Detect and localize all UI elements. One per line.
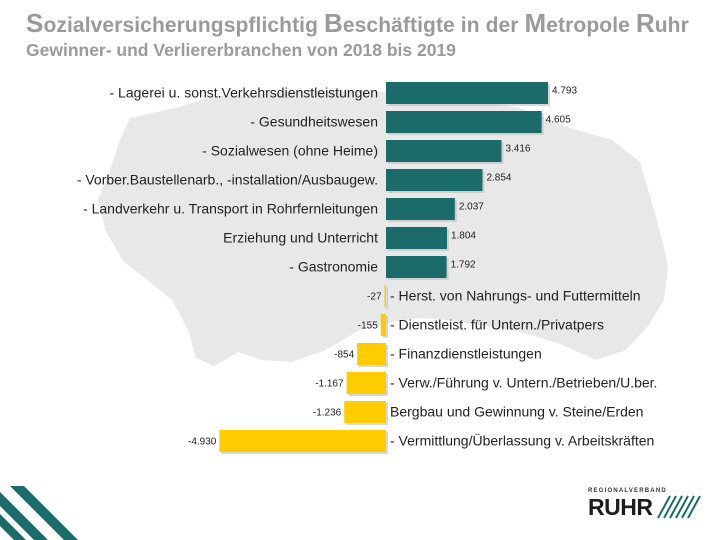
- logo-small-text: REGIONALVERBAND: [588, 488, 667, 494]
- category-label: - Herst. von Nahrungs- und Futtermitteln: [390, 288, 641, 304]
- bar-8: [384, 285, 386, 307]
- logo-hatch-mark: [657, 495, 701, 519]
- stripe-2: [0, 514, 26, 540]
- value-label: 1.792: [451, 260, 476, 271]
- value-label: 3.416: [505, 144, 530, 155]
- title-cap-4: R: [635, 8, 655, 38]
- stripe-1: [0, 492, 48, 540]
- value-label: -27: [367, 292, 382, 303]
- bar-3: [386, 140, 502, 162]
- bar-13: [219, 430, 386, 452]
- regionalverband-ruhr-logo: REGIONALVERBAND RUHR: [588, 488, 708, 520]
- value-label: 4.605: [546, 115, 571, 126]
- corner-stripes-decoration: [0, 486, 78, 540]
- logo-main-text: RUHR: [588, 494, 653, 520]
- bar-2: [386, 111, 542, 133]
- title-part-2: eschäftigte in der: [342, 14, 525, 37]
- value-label: -854: [334, 350, 354, 361]
- value-label: 1.804: [451, 231, 476, 242]
- value-label: -1.236: [313, 408, 342, 419]
- category-label: - Gastronomie: [289, 259, 378, 275]
- value-label: 4.793: [552, 86, 577, 97]
- category-label: - Sozialwesen (ohne Heime): [202, 143, 378, 159]
- title-cap-1: S: [26, 8, 44, 38]
- bar-11: [346, 372, 386, 394]
- category-label: - Verw./Führung v. Untern./Betrieben/U.b…: [390, 375, 657, 391]
- bar-10: [357, 343, 386, 365]
- value-label: 2.037: [459, 202, 484, 213]
- category-label: - Lagerei u. sonst.Verkehrsdienstleistun…: [110, 85, 379, 101]
- category-label: Bergbau und Gewinnung v. Steine/Erden: [390, 404, 643, 420]
- bar-6: [386, 227, 447, 249]
- chart-subtitle: Gewinner- und Verliererbranchen von 2018…: [26, 40, 456, 60]
- bar-5: [386, 198, 455, 220]
- map-shape: [98, 90, 668, 366]
- title-part-3: etropole: [546, 14, 636, 37]
- value-label: -4.930: [188, 437, 217, 448]
- category-label: - Landverkehr u. Transport in Rohrfernle…: [83, 201, 378, 217]
- category-label: - Dienstleist. für Untern./Privatpers: [390, 317, 604, 333]
- category-label: - Vorber.Baustellenarb., -installation/A…: [77, 172, 378, 188]
- value-label: -1.167: [315, 379, 344, 390]
- title-cap-2: B: [323, 8, 343, 38]
- title-part-1: ozialversicherungspflichtig: [43, 14, 324, 37]
- category-label: - Vermittlung/Überlassung v. Arbeitskräf…: [390, 432, 654, 449]
- value-label: -155: [358, 321, 378, 332]
- category-label: Erziehung und Unterricht: [223, 230, 378, 246]
- category-label: - Gesundheitswesen: [250, 114, 378, 130]
- chart-title: Sozialversicherungspflichtig Beschäftigt…: [26, 8, 716, 39]
- bar-7: [386, 256, 447, 278]
- category-label: - Finanzdienstleistungen: [390, 346, 542, 362]
- bar-4: [386, 169, 483, 191]
- bar-12: [344, 401, 386, 423]
- title-part-4: uhr: [654, 14, 689, 37]
- bar-9: [380, 314, 386, 336]
- bar-1: [386, 82, 548, 104]
- value-label: 2.854: [486, 173, 511, 184]
- title-cap-3: M: [524, 8, 547, 38]
- stripe-3: [10, 486, 78, 540]
- header: Sozialversicherungspflichtig Beschäftigt…: [26, 8, 716, 61]
- bar-shadow: [386, 287, 388, 309]
